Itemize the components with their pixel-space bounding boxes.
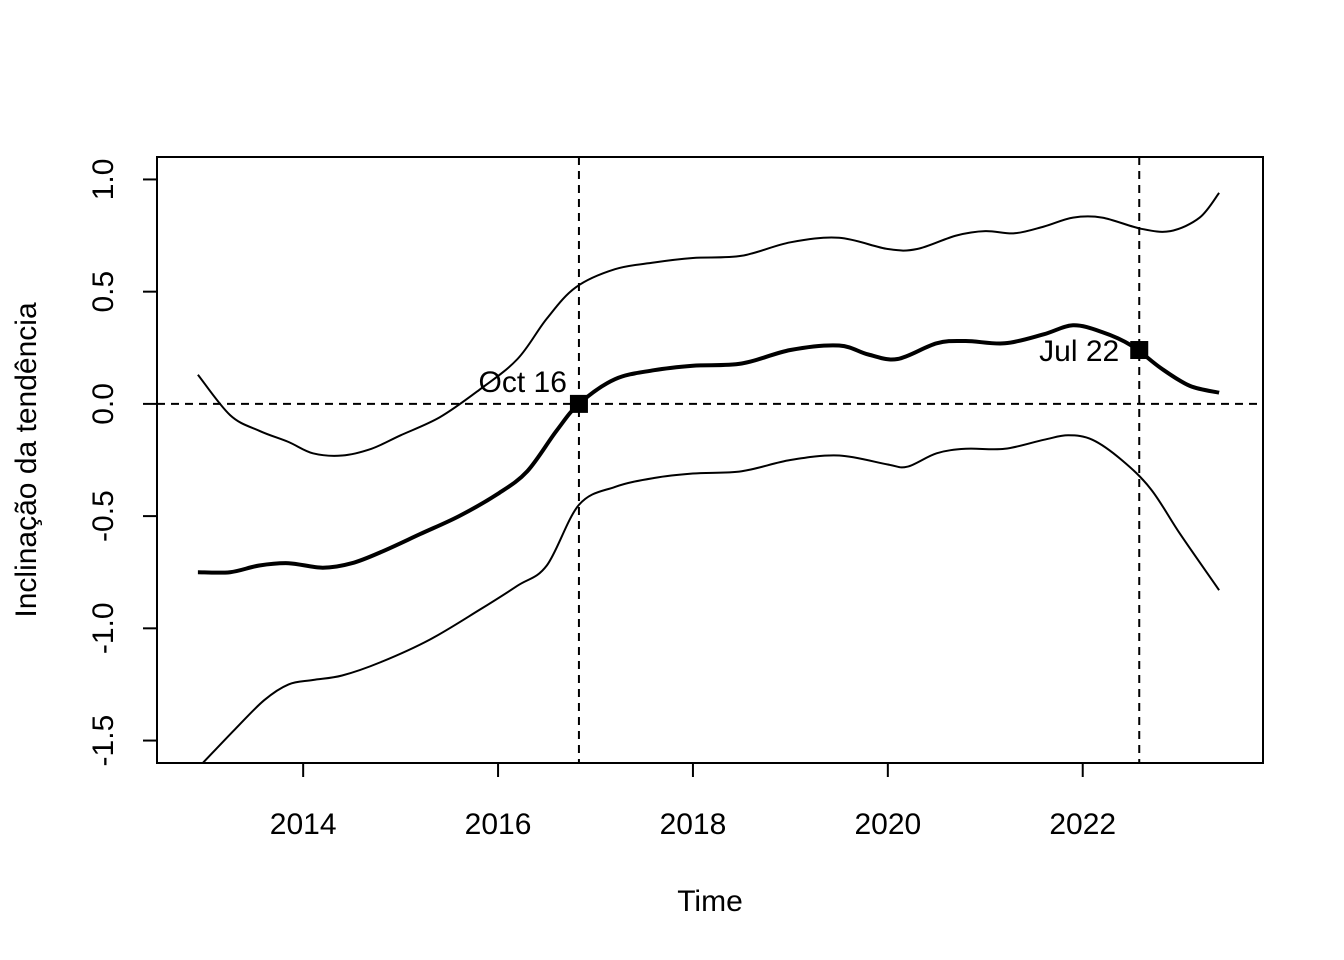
breakpoint-marker bbox=[569, 394, 588, 413]
y-tick-label: 0.0 bbox=[87, 383, 120, 425]
y-axis-label: Inclinação da tendência bbox=[10, 302, 43, 618]
x-axis-label: Time bbox=[677, 885, 743, 918]
plot-content bbox=[157, 157, 1263, 763]
x-tick-label: 2016 bbox=[465, 808, 532, 841]
y-tick-label: -1.5 bbox=[87, 715, 120, 767]
upper-bound-line bbox=[197, 192, 1220, 457]
x-axis: 2014 2016 2018 2020 2022 bbox=[270, 762, 1116, 841]
breakpoint-marker bbox=[1130, 341, 1149, 360]
lower-bound-line bbox=[202, 434, 1220, 763]
plot-frame bbox=[156, 156, 1264, 764]
breakpoint-label: Jul 22 bbox=[1039, 335, 1119, 368]
x-tick-label: 2018 bbox=[660, 808, 727, 841]
x-tick-label: 2014 bbox=[270, 808, 337, 841]
y-axis: -1.5 -1.0 -0.5 0.0 0.5 1.0 bbox=[87, 159, 158, 767]
y-tick-label: 1.0 bbox=[87, 159, 120, 201]
breakpoint-label: Oct 16 bbox=[479, 366, 567, 399]
y-tick-label: -0.5 bbox=[87, 490, 120, 542]
y-tick-label: 0.5 bbox=[87, 271, 120, 313]
plot-area bbox=[157, 157, 1263, 763]
y-tick-label: -1.0 bbox=[87, 602, 120, 654]
x-tick-label: 2022 bbox=[1049, 808, 1116, 841]
x-tick-label: 2020 bbox=[854, 808, 921, 841]
slope-line bbox=[197, 323, 1220, 575]
